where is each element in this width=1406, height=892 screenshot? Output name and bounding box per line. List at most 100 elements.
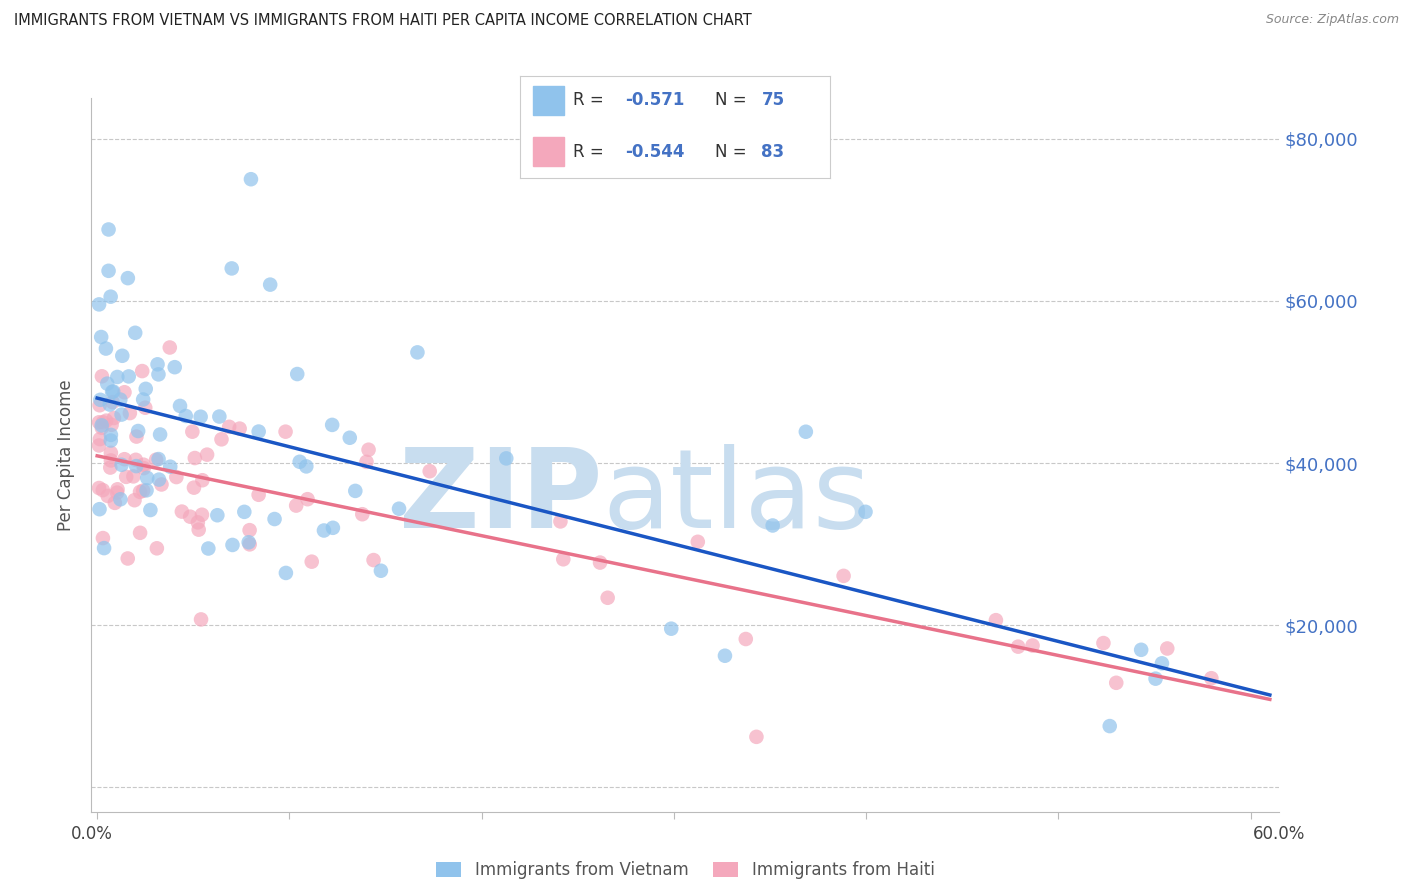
Text: IMMIGRANTS FROM VIETNAM VS IMMIGRANTS FROM HAITI PER CAPITA INCOME CORRELATION C: IMMIGRANTS FROM VIETNAM VS IMMIGRANTS FR… <box>14 13 752 29</box>
Point <box>259 277 281 292</box>
Point <box>321 417 343 432</box>
Point <box>87 481 110 495</box>
Point <box>136 471 159 485</box>
Point <box>105 370 128 384</box>
Point <box>90 421 112 435</box>
Point <box>146 541 169 556</box>
Point <box>114 452 136 467</box>
Point <box>659 622 682 636</box>
Point <box>406 345 429 359</box>
Point <box>247 425 270 439</box>
Text: ZIP: ZIP <box>399 444 602 551</box>
Point <box>190 612 212 626</box>
Point <box>285 367 308 381</box>
Point <box>596 591 619 605</box>
Point <box>118 369 141 384</box>
Point <box>118 406 141 420</box>
Point <box>125 452 148 467</box>
Point <box>191 473 214 487</box>
Point <box>110 408 132 422</box>
Point <box>90 330 112 344</box>
Point <box>239 537 262 551</box>
Point <box>101 384 124 399</box>
Point <box>103 411 125 425</box>
Point <box>312 524 335 538</box>
Point <box>179 509 201 524</box>
Point <box>87 297 110 311</box>
Point <box>89 392 111 407</box>
Point <box>553 552 575 566</box>
Point <box>100 446 122 460</box>
Point <box>228 422 250 436</box>
Point <box>104 496 127 510</box>
Point <box>148 473 170 487</box>
Point <box>297 492 319 507</box>
Point <box>762 518 785 533</box>
Point <box>174 409 197 423</box>
Text: 83: 83 <box>762 143 785 161</box>
Point <box>745 730 768 744</box>
Point <box>91 483 114 497</box>
Point <box>1150 657 1173 671</box>
Point <box>274 425 297 439</box>
Point <box>170 505 193 519</box>
Point <box>107 483 129 497</box>
Point <box>263 512 285 526</box>
Point <box>132 461 155 475</box>
Point <box>221 538 243 552</box>
Point <box>132 483 155 498</box>
Point <box>135 483 157 498</box>
Point <box>1105 675 1128 690</box>
Text: N =: N = <box>716 92 752 110</box>
Text: -0.544: -0.544 <box>626 143 685 161</box>
Point <box>87 415 110 429</box>
Point <box>90 418 112 433</box>
Point <box>832 569 855 583</box>
Point <box>734 632 756 646</box>
Point <box>117 271 139 285</box>
Text: Source: ZipAtlas.com: Source: ZipAtlas.com <box>1265 13 1399 27</box>
Point <box>132 458 155 472</box>
Text: 0.0%: 0.0% <box>70 825 112 843</box>
Text: R =: R = <box>572 92 609 110</box>
Text: 60.0%: 60.0% <box>1253 825 1306 843</box>
Point <box>238 535 260 549</box>
Point <box>239 523 262 537</box>
Point <box>148 452 170 467</box>
Point <box>122 469 145 483</box>
Point <box>90 369 112 384</box>
Point <box>100 290 122 304</box>
Point <box>159 341 181 355</box>
Point <box>134 401 156 415</box>
Point <box>247 488 270 502</box>
Point <box>295 459 318 474</box>
Point <box>97 264 120 278</box>
Point <box>148 368 170 382</box>
Point <box>150 477 173 491</box>
Point <box>110 392 132 407</box>
Point <box>589 556 612 570</box>
Point <box>274 566 297 580</box>
Point <box>288 455 311 469</box>
Point <box>181 425 204 439</box>
Point <box>187 523 209 537</box>
Point <box>91 415 114 429</box>
Point <box>110 458 132 472</box>
Point <box>132 392 155 407</box>
Point <box>218 419 240 434</box>
Point <box>115 470 138 484</box>
Point <box>239 172 262 186</box>
Point <box>100 428 122 442</box>
Point <box>169 399 191 413</box>
Bar <box>533 87 564 115</box>
Point <box>93 541 115 555</box>
Point <box>855 505 877 519</box>
Point <box>419 464 441 478</box>
Text: atlas: atlas <box>602 444 870 551</box>
Point <box>101 395 124 409</box>
Point <box>1144 672 1167 686</box>
Point <box>1156 641 1178 656</box>
Point <box>356 455 378 469</box>
Point <box>149 427 172 442</box>
Point <box>208 409 231 424</box>
